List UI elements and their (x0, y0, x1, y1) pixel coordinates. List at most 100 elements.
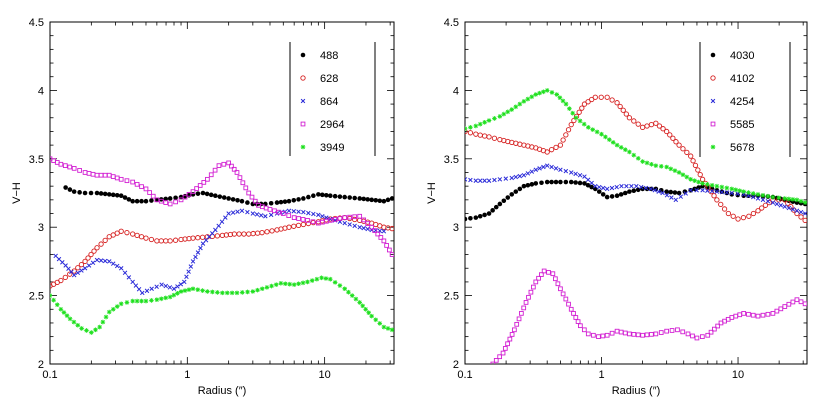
data-point (465, 216, 468, 222)
data-point (305, 279, 310, 285)
data-point (287, 281, 293, 287)
data-point (82, 258, 88, 265)
data-point (609, 194, 615, 199)
data-point (190, 259, 196, 264)
data-point (644, 160, 650, 166)
data-point (746, 190, 751, 195)
data-point (171, 286, 177, 292)
data-point (210, 289, 215, 295)
data-point (759, 205, 765, 211)
data-point (468, 216, 473, 221)
data-point (658, 330, 664, 335)
data-point (802, 211, 807, 216)
data-point (258, 213, 264, 218)
panel-1-series-488 (63, 185, 394, 207)
data-point (676, 170, 682, 175)
data-point (118, 176, 124, 182)
data-point (259, 230, 265, 236)
data-point (620, 107, 626, 113)
data-point (106, 259, 112, 264)
data-point (690, 158, 696, 164)
data-point (505, 195, 511, 200)
data-point (173, 199, 178, 205)
data-point (110, 306, 116, 312)
data-point (276, 209, 282, 215)
data-point (794, 197, 800, 203)
data-point (182, 194, 188, 200)
data-point (282, 199, 288, 204)
data-point (684, 174, 690, 180)
panel-2-x-tick-label: 1 (598, 369, 604, 381)
data-point (213, 227, 218, 233)
data-point (770, 200, 776, 205)
data-point (546, 269, 551, 275)
data-point (678, 194, 684, 199)
data-point (62, 274, 68, 281)
data-point (618, 192, 624, 197)
data-point (245, 200, 250, 205)
data-point (291, 197, 297, 203)
data-point (596, 334, 601, 339)
legend-marker (300, 121, 306, 127)
data-point (360, 303, 365, 309)
data-point (746, 311, 751, 317)
data-point (576, 109, 582, 115)
data-point (735, 191, 740, 196)
data-point (672, 190, 678, 195)
data-point (544, 88, 550, 93)
data-point (126, 275, 132, 280)
data-point (568, 170, 574, 175)
data-point (269, 283, 274, 289)
data-point (163, 295, 169, 301)
data-point (361, 217, 367, 223)
data-point (79, 268, 84, 273)
data-point (389, 327, 394, 333)
data-point (664, 189, 669, 194)
data-point (640, 159, 645, 164)
data-point (389, 196, 394, 201)
data-point (656, 189, 661, 194)
data-point (582, 181, 587, 186)
data-point (782, 304, 788, 309)
data-point (361, 196, 366, 202)
data-point (516, 316, 522, 322)
data-point (143, 186, 149, 192)
data-point (501, 198, 507, 204)
data-point (301, 209, 306, 215)
data-point (286, 198, 292, 204)
data-point (62, 163, 68, 168)
data-point (353, 296, 359, 302)
data-point (714, 187, 720, 193)
data-point (171, 292, 177, 298)
data-point (373, 317, 379, 323)
data-point (63, 185, 68, 190)
data-point (205, 289, 210, 294)
data-point (234, 170, 240, 175)
legend-label: 4102 (730, 73, 754, 85)
data-point (610, 140, 616, 145)
data-point (94, 245, 100, 251)
data-point (481, 133, 488, 139)
data-point (705, 182, 710, 187)
data-point (100, 319, 106, 325)
data-point (571, 311, 576, 316)
data-point (67, 164, 73, 170)
data-point (94, 257, 100, 263)
data-point (342, 215, 348, 220)
data-point (643, 185, 649, 191)
data-point (786, 301, 792, 307)
data-point (311, 211, 316, 217)
data-point (585, 99, 591, 105)
data-point (565, 127, 572, 133)
data-point (305, 218, 310, 223)
data-point (310, 219, 316, 225)
data-point (369, 224, 375, 230)
data-point (486, 134, 492, 140)
data-point (536, 275, 541, 281)
data-point (755, 208, 761, 214)
data-point (118, 265, 124, 271)
data-point (482, 178, 487, 183)
data-point (136, 286, 142, 292)
panel-1-x-tick-label: 1 (184, 369, 190, 381)
data-point (563, 296, 569, 302)
